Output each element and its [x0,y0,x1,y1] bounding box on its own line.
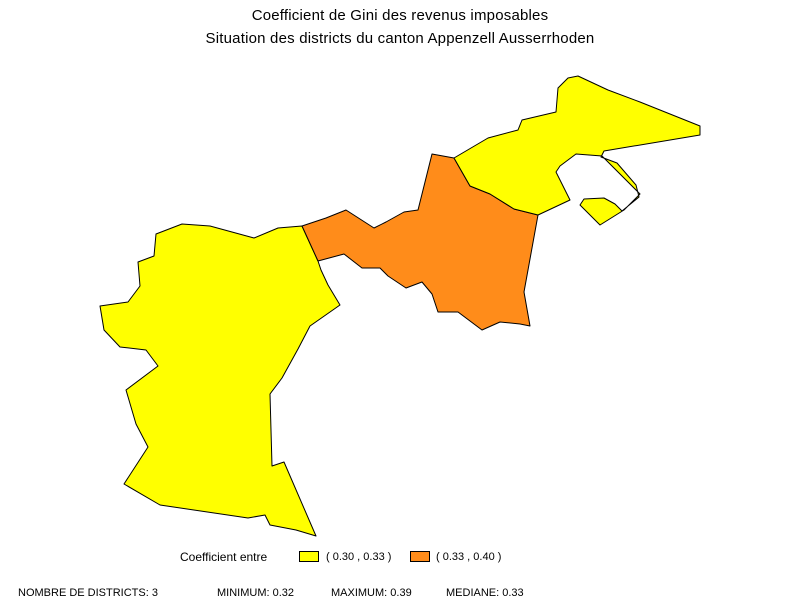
minimum-value: MINIMUM: 0.32 [217,587,295,599]
legend-range-low: ( 0.30 , 0.33 ) [326,551,392,563]
maximum-value: MAXIMUM: 0.39 [331,587,412,599]
legend-swatch-low [299,551,319,562]
district-middle [301,153,539,331]
map-subtitle: Situation des districts du canton Appenz… [205,30,595,47]
median-value: MEDIANE: 0.33 [446,587,524,599]
legend-range-high: ( 0.33 , 0.40 ) [436,551,502,563]
legend-label: Coefficient entre [180,550,268,564]
district-west [99,223,341,537]
district-east [453,75,701,226]
legend-swatch-high [410,551,430,562]
district-count: NOMBRE DE DISTRICTS: 3 [18,587,158,599]
map-title: Coefficient de Gini des revenus imposabl… [251,7,549,24]
